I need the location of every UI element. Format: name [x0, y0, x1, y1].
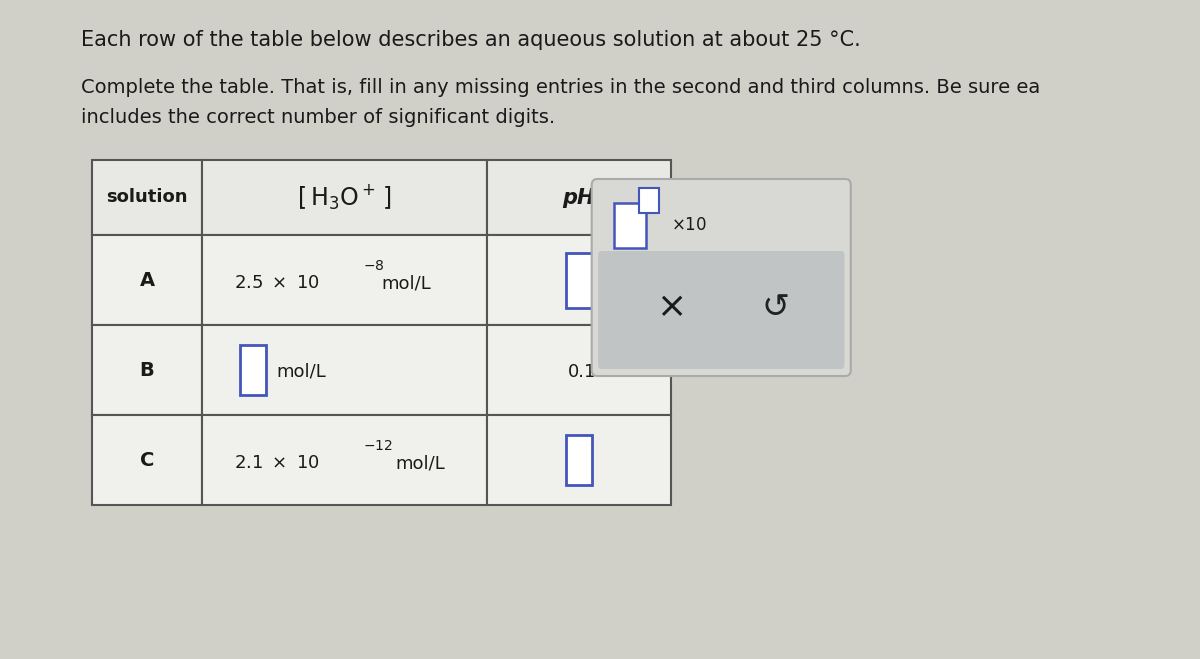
- Text: $-12$: $-12$: [362, 439, 392, 453]
- Bar: [487, 235, 671, 325]
- Text: Each row of the table below describes an aqueous solution at about 25 °C.: Each row of the table below describes an…: [80, 30, 860, 50]
- Bar: [613, 203, 646, 248]
- Text: $2.5\ \times\ 10$: $2.5\ \times\ 10$: [234, 274, 320, 292]
- Text: mol/L: mol/L: [395, 454, 445, 472]
- Text: includes the correct number of significant digits.: includes the correct number of significa…: [80, 108, 554, 127]
- Bar: [240, 345, 265, 395]
- Text: mol/L: mol/L: [382, 274, 431, 292]
- Bar: [566, 435, 592, 485]
- Text: C: C: [140, 451, 154, 469]
- Bar: [566, 252, 592, 308]
- Text: pH: pH: [563, 188, 595, 208]
- Bar: [202, 415, 487, 505]
- Text: mol/L: mol/L: [276, 363, 326, 381]
- Text: ×: ×: [656, 291, 686, 324]
- Bar: [92, 415, 202, 505]
- Text: Complete the table. That is, fill in any missing entries in the second and third: Complete the table. That is, fill in any…: [80, 78, 1040, 97]
- Text: 0.11: 0.11: [568, 363, 608, 381]
- Text: A: A: [139, 270, 155, 289]
- Bar: [487, 415, 671, 505]
- Bar: [487, 160, 671, 235]
- Text: $2.1\ \times\ 10$: $2.1\ \times\ 10$: [234, 454, 320, 472]
- Text: $\left[\,\mathrm{H_3O^+}\,\right]$: $\left[\,\mathrm{H_3O^+}\,\right]$: [298, 183, 392, 212]
- Text: $-8$: $-8$: [362, 259, 384, 273]
- Bar: [92, 325, 202, 415]
- Bar: [487, 325, 671, 415]
- Bar: [202, 325, 487, 415]
- Bar: [202, 160, 487, 235]
- FancyBboxPatch shape: [592, 179, 851, 376]
- Bar: [92, 160, 202, 235]
- Text: solution: solution: [107, 188, 187, 206]
- FancyBboxPatch shape: [598, 251, 845, 369]
- Text: B: B: [139, 360, 155, 380]
- Text: $\times$10: $\times$10: [671, 217, 707, 235]
- Bar: [202, 235, 487, 325]
- Bar: [92, 235, 202, 325]
- Text: ↺: ↺: [762, 291, 790, 324]
- Bar: [638, 188, 659, 213]
